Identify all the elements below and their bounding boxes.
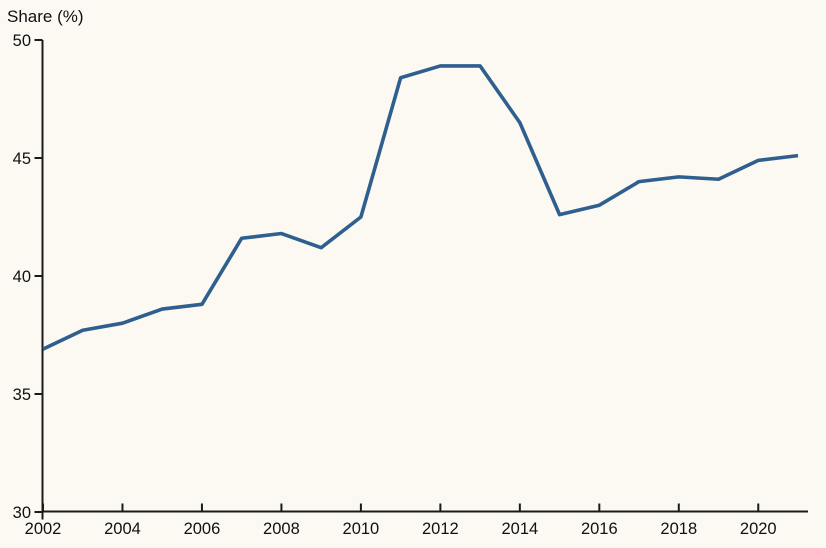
x-tick-label: 2012 xyxy=(422,520,459,538)
axes xyxy=(41,40,808,520)
x-tick-label: 2016 xyxy=(581,520,618,538)
x-tick-label: 2010 xyxy=(343,520,380,538)
x-axis-ticks: 2002 2004 2006 2008 2010 2012 2014 2016 2018 2020 xyxy=(25,503,777,538)
y-tick-label: 40 xyxy=(13,268,31,286)
x-tick-label: 2018 xyxy=(660,520,697,538)
x-tick-label: 2020 xyxy=(740,520,777,538)
series-line xyxy=(42,64,799,351)
x-tick-label: 2004 xyxy=(104,520,141,538)
x-tick-label: 2002 xyxy=(25,520,62,538)
data-series xyxy=(42,64,799,351)
y-tick-label: 30 xyxy=(13,504,31,522)
x-tick-label: 2006 xyxy=(184,520,221,538)
y-tick-label: 50 xyxy=(13,32,31,50)
y-tick-label: 35 xyxy=(13,386,31,404)
x-tick-label: 2008 xyxy=(263,520,300,538)
x-tick-label: 2014 xyxy=(501,520,538,538)
y-tick-label: 45 xyxy=(13,150,31,168)
chart-title: Share (%) xyxy=(7,7,84,26)
y-axis-ticks: 30 35 40 45 50 xyxy=(13,32,43,522)
